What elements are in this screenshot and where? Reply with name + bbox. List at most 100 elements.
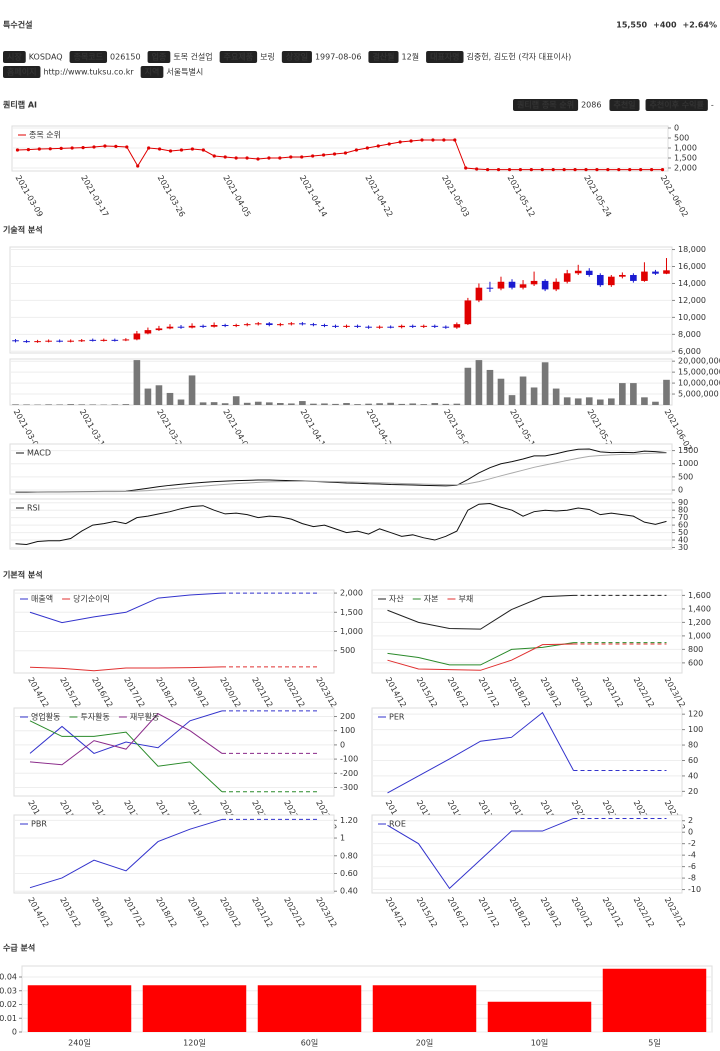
candle-body: [221, 325, 229, 327]
homepage-link[interactable]: http://www.tuksu.co.kr: [43, 68, 134, 77]
x-tick-label: 2018/12: [508, 676, 532, 709]
candle-body: [497, 281, 505, 289]
bar: [530, 387, 538, 405]
x-tick-label: 2016/12: [446, 676, 470, 709]
candle-body: [343, 325, 350, 327]
info-value: KOSDAQ: [29, 53, 63, 62]
bar: [663, 379, 670, 405]
y-tick-label: 120: [688, 710, 703, 719]
candle-body: [310, 324, 317, 326]
candle-body: [442, 326, 450, 328]
bar: [508, 395, 516, 405]
x-tick-label: 2017/12: [477, 896, 501, 929]
point: [398, 140, 402, 144]
y-tick-label: 1,000: [688, 631, 711, 640]
badge-label: 업종: [152, 52, 167, 62]
y-tick-label: 80: [688, 741, 698, 750]
candle-body: [67, 340, 74, 342]
y-tick-label: 1000: [678, 459, 698, 468]
candle-body: [133, 333, 141, 340]
y-tick-label: 16,000: [678, 262, 706, 271]
plot-frame: [13, 814, 335, 894]
point: [256, 157, 260, 161]
bar: [409, 403, 417, 405]
bar: [641, 397, 648, 405]
y-tick-label: 500: [340, 646, 355, 655]
legend-label: RSI: [27, 504, 40, 513]
y-tick-label: -8: [688, 874, 696, 883]
y-tick-label: 14,000: [678, 279, 706, 288]
x-tick-label: 2020/12: [218, 896, 242, 929]
section-title: 기본적 분석: [3, 570, 43, 580]
x-tick-label: 2021-05-24: [582, 174, 613, 219]
y-tick-label: 1500: [678, 446, 698, 455]
legend-label: PBR: [31, 820, 47, 829]
plot-frame: [9, 443, 673, 495]
y-tick-label: -2: [688, 839, 696, 848]
point: [322, 153, 326, 157]
x-tick-label: 2021-03-26: [156, 174, 187, 219]
point: [278, 156, 282, 160]
price-change: +400: [653, 21, 677, 30]
bar: [177, 399, 185, 405]
point: [496, 168, 501, 172]
point: [103, 144, 107, 148]
y-tick-label: 1,200: [688, 618, 711, 627]
y-tick-label: 15,000,000: [678, 368, 720, 377]
badge-label: 주요제품: [224, 52, 254, 62]
info-value: 김중헌, 김도헌 (각자 대표이사): [467, 52, 572, 62]
point: [442, 138, 446, 142]
y-tick-label: -6: [688, 862, 696, 871]
point: [158, 147, 162, 151]
badge: [281, 51, 312, 63]
candle-body: [641, 271, 648, 281]
point: [300, 155, 304, 159]
x-tick-label: 10일: [531, 1039, 549, 1048]
y-tick-label: 40: [678, 536, 688, 545]
bar: [67, 404, 74, 405]
y-tick-label: 5,000,000: [678, 390, 719, 399]
x-tick-label: 5일: [648, 1039, 660, 1048]
series-line: [387, 643, 574, 671]
candle-body: [299, 323, 306, 325]
badge: [426, 51, 464, 63]
candle-body: [177, 326, 185, 328]
legend-label: 종목 순위: [29, 131, 61, 140]
bar: [221, 403, 229, 405]
bar: [420, 404, 428, 405]
bar: [541, 362, 549, 405]
x-tick-label: 2023/12: [663, 676, 687, 709]
bar: [475, 360, 483, 405]
candle-body: [144, 330, 152, 334]
y-tick-label: 1,600: [688, 591, 711, 600]
point: [125, 145, 129, 149]
candle-body: [541, 280, 549, 290]
bar: [111, 404, 119, 405]
candle-body: [409, 325, 417, 327]
candle-body: [530, 280, 538, 285]
y-tick-label: 0.01: [0, 1014, 17, 1023]
point: [26, 148, 30, 152]
bar: [78, 404, 86, 405]
y-tick-label: 6,000: [678, 347, 701, 356]
x-tick-label: 120일: [183, 1039, 206, 1048]
candle-body: [78, 340, 86, 342]
candle-body: [188, 325, 196, 328]
badge-label: 추천일: [613, 100, 635, 110]
point: [660, 168, 665, 172]
bar: [619, 383, 626, 405]
point: [486, 168, 490, 172]
y-tick-label: 40: [688, 771, 698, 780]
badge: [645, 99, 708, 111]
x-tick-label: 2018/12: [154, 896, 178, 929]
y-tick-label: -300: [340, 783, 358, 792]
bar: [321, 403, 328, 405]
legend-label: 자본: [424, 595, 439, 604]
point: [562, 168, 566, 172]
y-tick-label: 60: [688, 756, 698, 765]
badge-label: 대표자명: [430, 52, 459, 62]
x-tick-label: 2023/12: [314, 896, 338, 929]
info-value: 12월: [402, 52, 420, 62]
x-tick-label: 2021-05-03: [440, 174, 471, 219]
